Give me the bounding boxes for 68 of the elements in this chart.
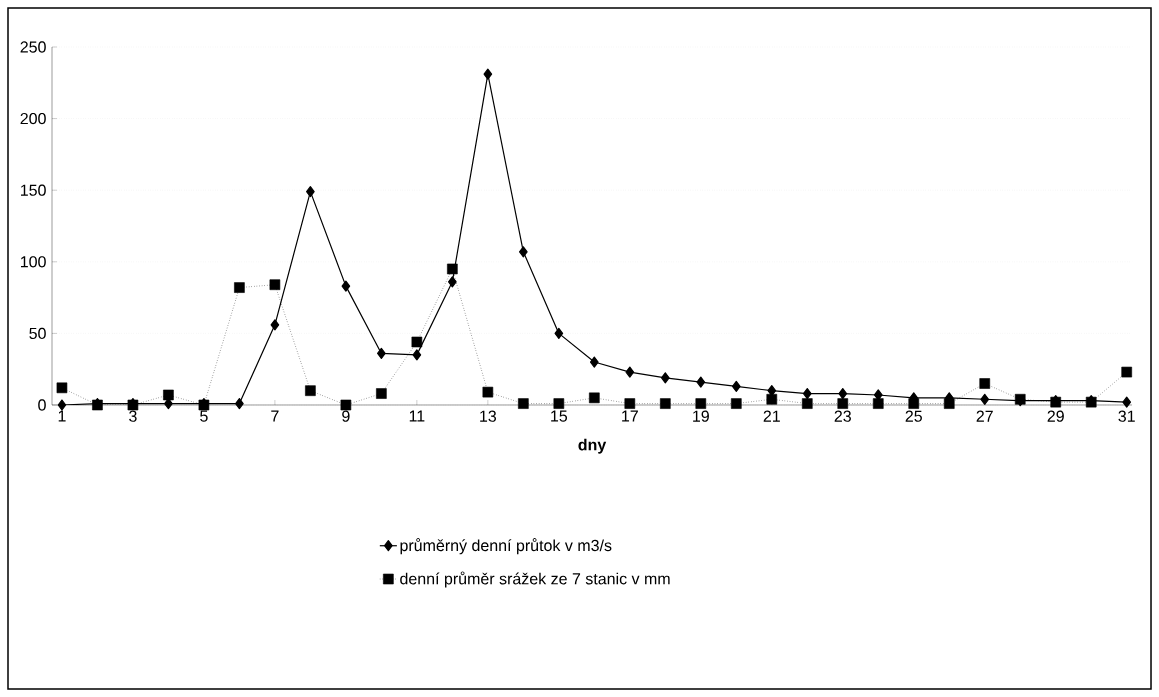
- point: [305, 385, 316, 396]
- x-tick-label: 9: [342, 410, 350, 422]
- point: [56, 382, 68, 394]
- x-tick-label: 13: [480, 410, 497, 422]
- point: [234, 282, 245, 293]
- x-tick-label: 21: [763, 410, 780, 422]
- x-tick-label: 29: [1047, 410, 1064, 422]
- point: [730, 398, 742, 409]
- point: [624, 398, 636, 409]
- point: [553, 398, 565, 409]
- point: [412, 349, 422, 361]
- y-tick-label: 0: [38, 399, 46, 411]
- point: [482, 386, 494, 398]
- point: [447, 263, 458, 275]
- x-tick-label: 25: [905, 410, 922, 422]
- point: [731, 380, 741, 392]
- point: [554, 327, 564, 339]
- point: [340, 399, 352, 411]
- point: [483, 68, 493, 80]
- point: [838, 387, 848, 400]
- legend-label: průměrný denní průtok v m3/s: [400, 538, 612, 555]
- x-tick-label: 23: [834, 410, 851, 422]
- y-tick-label: 100: [21, 256, 46, 268]
- x-tick-label: 7: [271, 410, 279, 422]
- point: [589, 392, 600, 404]
- point: [908, 398, 920, 409]
- point: [376, 388, 387, 399]
- x-tick-label: 5: [200, 410, 208, 422]
- point: [801, 398, 813, 409]
- y-tick-label: 150: [21, 184, 46, 196]
- point: [163, 389, 174, 401]
- point: [660, 398, 671, 409]
- point: [269, 279, 281, 291]
- y-tick-label: 200: [20, 112, 46, 125]
- x-tick-label: 19: [693, 410, 709, 422]
- point: [57, 399, 67, 411]
- x-tick-label: 17: [622, 410, 638, 422]
- point: [980, 393, 990, 405]
- point: [589, 356, 599, 368]
- point: [341, 280, 351, 292]
- point: [695, 398, 707, 409]
- x-tick-label: 1: [58, 410, 66, 422]
- point: [979, 378, 991, 389]
- x-tick-label: 31: [1118, 410, 1135, 422]
- point: [411, 336, 423, 348]
- x-tick-label: 15: [551, 410, 568, 422]
- point: [518, 246, 528, 258]
- point: [270, 319, 280, 331]
- point: [660, 372, 670, 384]
- point: [943, 398, 955, 409]
- x-tick-label: 11: [409, 410, 425, 422]
- y-tick-label: 250: [20, 41, 46, 53]
- point: [872, 398, 884, 409]
- x-tick-label: 3: [129, 410, 137, 422]
- point: [518, 398, 529, 409]
- point: [306, 186, 315, 198]
- point: [837, 398, 849, 409]
- point: [1122, 396, 1132, 408]
- x-tick-label: 27: [976, 410, 993, 422]
- point: [696, 376, 706, 388]
- point: [625, 366, 635, 378]
- point: [802, 387, 812, 400]
- y-tick-label: 50: [29, 327, 46, 340]
- point: [448, 276, 457, 288]
- point: [1121, 366, 1133, 378]
- legend-label: denní průměr srážek ze 7 stanic v mm: [400, 571, 670, 588]
- point: [766, 393, 778, 405]
- x-axis-title: dny: [578, 438, 607, 454]
